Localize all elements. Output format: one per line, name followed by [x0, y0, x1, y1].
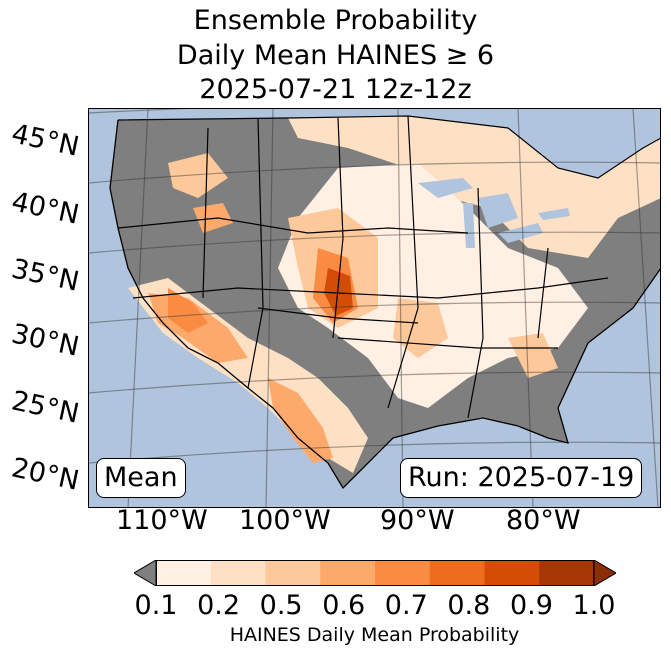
map-frame [88, 108, 661, 508]
state-borders [117, 115, 661, 419]
colorbar-label: HAINES Daily Mean Probability [229, 624, 520, 646]
lat-label-20: 20°N [8, 452, 82, 497]
colorbar-bin [539, 560, 595, 586]
probability-patches [128, 116, 661, 473]
lat-label-25: 25°N [8, 385, 82, 430]
colorbar-bin [210, 560, 266, 586]
lon-label-100w: 100°W [239, 505, 331, 536]
colorbar-tick-label: 0.1 [134, 590, 178, 621]
lat-label-45: 45°N [8, 118, 82, 163]
title-line-1: Ensemble Probability [193, 5, 478, 36]
probability-map [88, 108, 661, 508]
graticule [88, 108, 661, 508]
colorbar [134, 560, 616, 586]
colorbar-tick-label: 1.0 [572, 590, 616, 621]
mean-label-box: Mean [96, 458, 186, 498]
colorbar-bin [265, 560, 321, 586]
lon-label-80w: 80°W [506, 505, 581, 536]
colorbar-over-triangle [593, 560, 616, 586]
colorbar-bin [375, 560, 431, 586]
colorbar-bin [156, 560, 212, 586]
great-lakes [418, 178, 570, 248]
colorbar-under-triangle [134, 560, 157, 586]
lon-label-110w: 110°W [116, 505, 208, 536]
lon-label-90w: 90°W [380, 505, 455, 536]
colorbar-tick-label: 0.9 [509, 590, 553, 621]
lat-label-40: 40°N [8, 186, 82, 231]
colorbar-bin [484, 560, 540, 586]
colorbar-tick-label: 0.6 [322, 590, 366, 621]
colorbar-tick-label: 0.2 [197, 590, 241, 621]
run-date-box: Run: 2025-07-19 [400, 458, 643, 498]
title-line-2: Daily Mean HAINES ≥ 6 [176, 40, 495, 71]
colorbar-tick-label: 0.8 [447, 590, 491, 621]
title-line-3: 2025-07-21 12z-12z [199, 74, 472, 105]
colorbar-tick-label: 0.7 [384, 590, 428, 621]
lat-label-35: 35°N [8, 253, 82, 298]
colorbar-tick-label: 0.5 [259, 590, 303, 621]
lat-label-30: 30°N [8, 318, 82, 363]
colorbar-bin [429, 560, 485, 586]
colorbar-bin [320, 560, 376, 586]
us-coastline [109, 119, 661, 490]
